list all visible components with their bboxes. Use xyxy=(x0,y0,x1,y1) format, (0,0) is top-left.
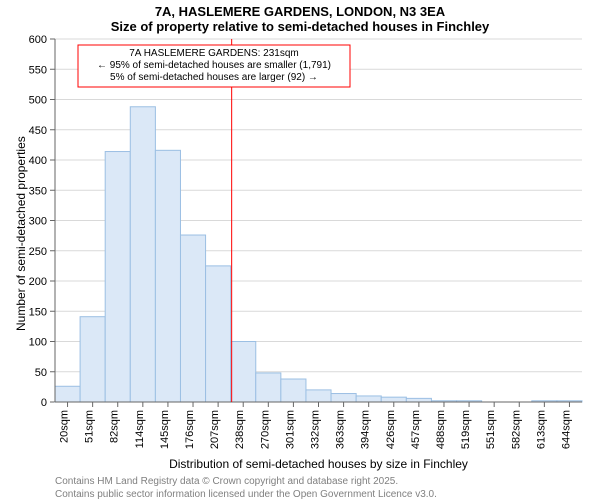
histogram-bar xyxy=(180,235,205,402)
svg-text:600: 600 xyxy=(29,34,47,46)
svg-text:301sqm: 301sqm xyxy=(284,410,296,449)
svg-text:350: 350 xyxy=(29,185,47,197)
histogram-bar xyxy=(155,150,180,402)
svg-text:145sqm: 145sqm xyxy=(159,410,171,449)
chart-title-sub: Size of property relative to semi-detach… xyxy=(0,19,600,34)
histogram-bar xyxy=(206,266,231,402)
histogram-bar xyxy=(356,396,381,402)
histogram-bar xyxy=(231,342,256,403)
histogram-plot: 0 50 100 150 200 250 300 350 400 450 500 550 600 20sq… xyxy=(0,34,600,459)
chart-area: Number of semi-detached properties 0 50 10… xyxy=(0,34,600,459)
svg-text:50: 50 xyxy=(35,367,47,379)
histogram-bar xyxy=(281,379,306,402)
histogram-bar xyxy=(130,107,155,402)
annotation-box: 7A HASLEMERE GARDENS: 231sqm← 95% of sem… xyxy=(78,45,350,87)
histogram-bar xyxy=(406,398,431,402)
y-axis-label: Number of semi-detached properties xyxy=(14,136,28,331)
svg-text:7A HASLEMERE GARDENS: 231sqm: 7A HASLEMERE GARDENS: 231sqm xyxy=(129,48,299,59)
svg-text:100: 100 xyxy=(29,337,47,349)
histogram-bar xyxy=(55,386,80,402)
svg-text:426sqm: 426sqm xyxy=(385,410,397,449)
x-axis-label: Distribution of semi-detached houses by … xyxy=(55,457,582,471)
svg-text:← 95% of semi-detached houses: ← 95% of semi-detached houses are smalle… xyxy=(97,60,331,71)
svg-text:551sqm: 551sqm xyxy=(485,410,497,449)
svg-text:400: 400 xyxy=(29,155,47,167)
histogram-bar xyxy=(381,397,406,402)
svg-text:300: 300 xyxy=(29,216,47,228)
svg-text:644sqm: 644sqm xyxy=(560,410,572,449)
svg-text:250: 250 xyxy=(29,246,47,258)
svg-text:82sqm: 82sqm xyxy=(109,410,121,443)
svg-text:488sqm: 488sqm xyxy=(435,410,447,449)
svg-text:270sqm: 270sqm xyxy=(259,410,271,449)
svg-text:519sqm: 519sqm xyxy=(460,410,472,449)
chart-title-address: 7A, HASLEMERE GARDENS, LONDON, N3 3EA xyxy=(0,4,600,19)
histogram-bar xyxy=(105,152,130,402)
svg-text:332sqm: 332sqm xyxy=(310,410,322,449)
footer-line-2: Contains public sector information licen… xyxy=(55,489,437,500)
svg-text:20sqm: 20sqm xyxy=(59,410,71,443)
footer-line-1: Contains HM Land Registry data © Crown c… xyxy=(55,476,437,489)
svg-text:114sqm: 114sqm xyxy=(134,410,146,448)
attribution-footer: Contains HM Land Registry data © Crown c… xyxy=(55,476,437,500)
histogram-bar xyxy=(256,373,281,402)
svg-text:238sqm: 238sqm xyxy=(234,410,246,449)
svg-text:207sqm: 207sqm xyxy=(209,410,221,449)
histogram-bar xyxy=(80,317,105,402)
chart-titles: 7A, HASLEMERE GARDENS, LONDON, N3 3EA Si… xyxy=(0,0,600,34)
svg-text:457sqm: 457sqm xyxy=(410,410,422,449)
svg-text:613sqm: 613sqm xyxy=(535,410,547,449)
svg-text:500: 500 xyxy=(29,95,47,107)
svg-text:5% of semi-detached houses are: 5% of semi-detached houses are larger (9… xyxy=(110,72,318,83)
histogram-bar xyxy=(331,394,356,402)
svg-text:450: 450 xyxy=(29,125,47,137)
svg-text:550: 550 xyxy=(29,64,47,76)
svg-text:200: 200 xyxy=(29,276,47,288)
svg-text:394sqm: 394sqm xyxy=(360,410,372,449)
svg-text:582sqm: 582sqm xyxy=(510,410,522,449)
svg-text:363sqm: 363sqm xyxy=(335,410,347,449)
histogram-bar xyxy=(306,390,331,402)
svg-text:51sqm: 51sqm xyxy=(84,410,96,443)
svg-text:176sqm: 176sqm xyxy=(184,410,196,449)
svg-text:0: 0 xyxy=(41,397,47,409)
svg-text:150: 150 xyxy=(29,306,47,318)
